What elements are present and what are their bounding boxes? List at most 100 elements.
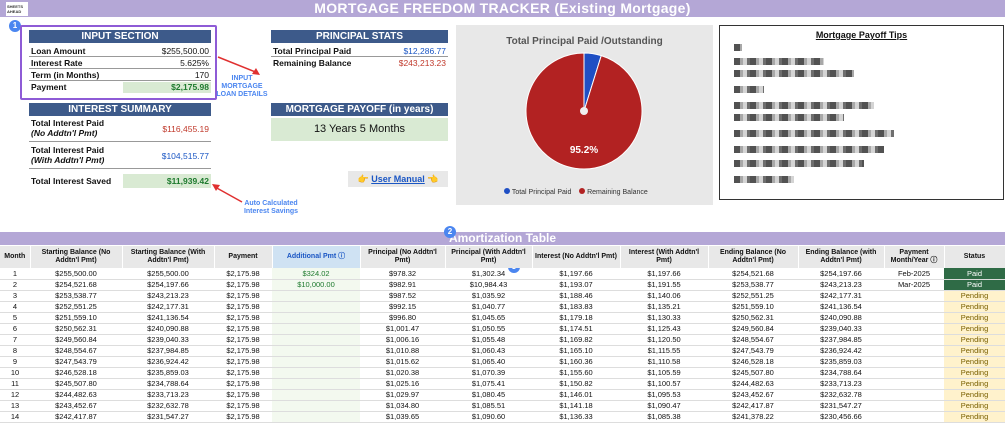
table-cell: $250,562.31 xyxy=(30,323,122,335)
table-cell[interactable]: Paid xyxy=(944,268,1005,280)
table-cell: $242,177.31 xyxy=(798,290,884,302)
table-cell: $2,175.98 xyxy=(214,334,272,346)
table-cell: $249,560.84 xyxy=(708,323,798,335)
column-header: Starting Balance (No Addtn'l Pmt) xyxy=(30,246,123,268)
payment-row: Payment $2,175.98 xyxy=(29,82,211,93)
column-header: Additional Pmt ⓘ xyxy=(272,246,361,268)
table-cell[interactable]: $324.02 xyxy=(272,268,360,280)
table-cell[interactable]: Pending xyxy=(944,323,1005,335)
table-cell: $2,175.98 xyxy=(214,411,272,423)
column-header: Starting Balance (With Addtn'l Pmt) xyxy=(122,246,215,268)
table-cell[interactable] xyxy=(272,367,360,379)
table-cell[interactable] xyxy=(272,400,360,412)
table-cell: $1,015.62 xyxy=(360,356,445,368)
table-cell[interactable]: Pending xyxy=(944,411,1005,423)
table-cell: $1,090.60 xyxy=(445,411,532,423)
table-cell: $1,105.59 xyxy=(620,367,708,379)
column-header: Interest (With Addtn'l Pmt) xyxy=(620,246,709,268)
table-cell[interactable]: Pending xyxy=(944,345,1005,357)
table-cell[interactable] xyxy=(272,301,360,313)
column-header: Ending Balance (with Addtn'l Pmt) xyxy=(798,246,885,268)
remaining-balance-label: Remaining Balance xyxy=(273,58,352,68)
term-label: Term (in Months) xyxy=(31,70,100,80)
table-cell: $243,452.67 xyxy=(708,389,798,401)
table-cell: $251,559.10 xyxy=(708,301,798,313)
table-cell: $2,175.98 xyxy=(214,312,272,324)
table-cell: $1,125.43 xyxy=(620,323,708,335)
table-cell: $242,417.87 xyxy=(708,400,798,412)
table-cell: $248,554.67 xyxy=(30,345,122,357)
table-cell: $248,554.67 xyxy=(708,334,798,346)
user-manual-button[interactable]: 👉 User Manual 👈 xyxy=(348,171,448,187)
table-cell: $236,924.42 xyxy=(122,356,214,368)
interest-paid-with-value: $104,515.77 xyxy=(161,151,209,161)
payment-input[interactable]: $2,175.98 xyxy=(123,82,211,93)
table-cell: $247,543.79 xyxy=(30,356,122,368)
table-cell: 12 xyxy=(0,389,30,401)
table-cell: $1,191.55 xyxy=(620,279,708,291)
table-cell[interactable]: $10,000.00 xyxy=(272,279,360,291)
table-cell: $233,713.23 xyxy=(122,389,214,401)
table-cell[interactable]: Pending xyxy=(944,301,1005,313)
table-cell: $996.80 xyxy=(360,312,445,324)
loan-amount-input[interactable]: $255,500.00 xyxy=(161,46,209,56)
table-cell[interactable] xyxy=(272,334,360,346)
table-cell[interactable] xyxy=(272,345,360,357)
table-cell[interactable]: Pending xyxy=(944,334,1005,346)
table-cell: $236,924.42 xyxy=(798,345,884,357)
logo: SHEETS AHEAD xyxy=(6,2,28,16)
table-cell[interactable] xyxy=(272,323,360,335)
interest-saved-label: Total Interest Saved xyxy=(31,176,112,186)
table-row: 4 $252,551.25 $242,177.31 $2,175.98 $992.15 $… xyxy=(0,301,1005,313)
table-cell: $237,984.85 xyxy=(122,345,214,357)
table-cell: $1,115.55 xyxy=(620,345,708,357)
input-section-highlight xyxy=(20,25,217,100)
table-cell: $1,020.38 xyxy=(360,367,445,379)
pie-chart-panel: Total Principal Paid /Outstanding 95.2% … xyxy=(456,25,713,205)
table-cell[interactable]: Pending xyxy=(944,367,1005,379)
table-cell: $2,175.98 xyxy=(214,268,272,280)
table-cell[interactable]: Pending xyxy=(944,400,1005,412)
table-cell: $1,025.16 xyxy=(360,378,445,390)
table-cell: $1,136.33 xyxy=(532,411,620,423)
table-row: 9 $247,543.79 $236,924.42 $2,175.98 $1,015.6… xyxy=(0,356,1005,368)
interest-rate-row: Interest Rate 5.625% xyxy=(29,58,211,69)
table-cell: 13 xyxy=(0,400,30,412)
table-cell[interactable]: Pending xyxy=(944,378,1005,390)
table-cell: $232,632.78 xyxy=(798,389,884,401)
banner-title: MORTGAGE FREEDOM TRACKER (Existing Mortg… xyxy=(0,0,1005,17)
pointer-right-icon: 👉 xyxy=(357,174,369,184)
table-cell: $1,001.47 xyxy=(360,323,445,335)
table-cell[interactable] xyxy=(272,290,360,302)
principal-paid-value: $12,286.77 xyxy=(403,46,446,56)
table-cell[interactable] xyxy=(272,389,360,401)
table-cell[interactable]: Pending xyxy=(944,290,1005,302)
table-cell[interactable]: Pending xyxy=(944,389,1005,401)
table-cell[interactable]: Pending xyxy=(944,312,1005,324)
table-cell[interactable] xyxy=(272,312,360,324)
table-cell: $235,859.03 xyxy=(798,356,884,368)
table-cell: $243,213.23 xyxy=(798,279,884,291)
table-cell[interactable] xyxy=(272,378,360,390)
column-header: Payment Month/Year ⓘ xyxy=(884,246,945,268)
table-cell: $232,632.78 xyxy=(122,400,214,412)
pie-data-label: 95.2% xyxy=(570,145,598,156)
table-cell: $1,075.41 xyxy=(445,378,532,390)
interest-paid-no-label: Total Interest Paid xyxy=(31,118,105,128)
principal-paid-label: Total Principal Paid xyxy=(273,46,352,56)
amortization-table: Month Starting Balance (No Addtn'l Pmt) St… xyxy=(0,246,1005,423)
table-cell: $245,507.80 xyxy=(30,378,122,390)
table-cell: $1,029.97 xyxy=(360,389,445,401)
table-cell: $1,080.45 xyxy=(445,389,532,401)
term-input[interactable]: 170 xyxy=(194,70,209,80)
interest-summary-title: INTEREST SUMMARY xyxy=(29,103,211,116)
table-cell[interactable]: Pending xyxy=(944,356,1005,368)
principal-stats-title: PRINCIPAL STATS xyxy=(271,30,448,43)
table-cell[interactable] xyxy=(272,356,360,368)
table-row: 2 $254,521.68 $254,197.66 $2,175.98 $10,000.… xyxy=(0,279,1005,291)
table-cell[interactable]: Paid xyxy=(944,279,1005,291)
interest-rate-input[interactable]: 5.625% xyxy=(180,58,209,68)
table-cell: $237,984.85 xyxy=(798,334,884,346)
table-cell xyxy=(884,345,944,357)
table-cell[interactable] xyxy=(272,411,360,423)
